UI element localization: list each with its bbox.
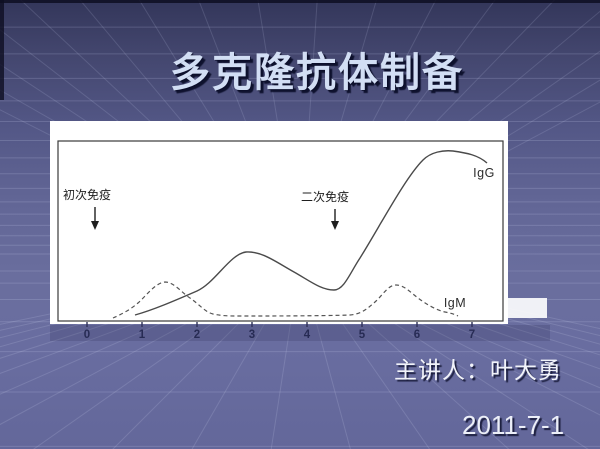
primary-immunization-label: 初次免疫 — [63, 187, 111, 202]
x-axis-tick-labels: 0 1 2 3 4 5 6 7 — [84, 329, 475, 341]
tick-label-1: 1 — [139, 329, 146, 341]
tick-label-6: 6 — [414, 329, 420, 341]
igg-curve — [134, 150, 488, 316]
top-edge-artifact — [0, 0, 600, 3]
primary-immunization-arrowhead — [91, 221, 99, 230]
chart-image-background — [50, 121, 508, 324]
secondary-immunization-label: 二次免疫 — [301, 189, 349, 204]
plot-border — [57, 140, 504, 322]
antibody-response-chart: 初次免疫 二次免疫 IgG IgM 0 1 2 3 — [50, 121, 570, 341]
tick-label-0: 0 — [84, 329, 90, 341]
tick-label-4: 4 — [304, 329, 311, 341]
tick-label-7: 7 — [469, 329, 475, 341]
tick-label-5: 5 — [359, 329, 366, 341]
date-line: 2011-7-1 — [462, 410, 565, 440]
igm-series-label: IgM — [444, 296, 466, 310]
igg-series-label: IgG — [473, 166, 495, 180]
slide-title: 多克隆抗体制备 — [170, 49, 464, 96]
tick-label-band — [50, 325, 550, 341]
igm-curve — [112, 281, 459, 319]
tick-label-3: 3 — [249, 329, 255, 341]
x-axis-ticks — [86, 322, 473, 327]
chart-image-background-fragment — [507, 298, 547, 318]
tick-label-2: 2 — [194, 329, 200, 341]
presenter-line: 主讲人：叶大勇 — [394, 358, 562, 384]
left-edge-artifact — [0, 0, 4, 100]
secondary-immunization-arrowhead — [331, 221, 339, 230]
